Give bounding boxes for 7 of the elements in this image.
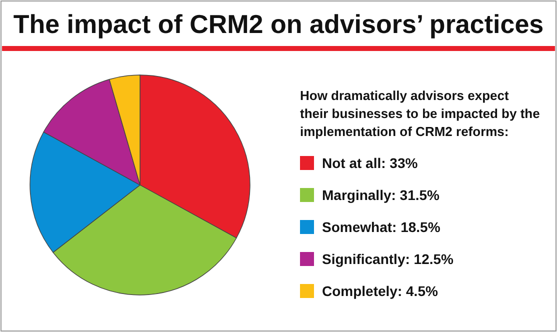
chart-title: The impact of CRM2 on advisors’ practices xyxy=(13,9,544,39)
legend-label: Significantly: 12.5% xyxy=(322,251,454,267)
legend-title: How dramatically advisors expect their businesses to be impacted by the implementation of CRM2 reforms: xyxy=(300,88,540,139)
legend-label: Completely: 4.5% xyxy=(322,283,438,299)
legend-label: Somewhat: 18.5% xyxy=(322,219,441,235)
legend-label: Marginally: 31.5% xyxy=(322,187,440,203)
legend-label: Not at all: 33% xyxy=(322,155,418,171)
